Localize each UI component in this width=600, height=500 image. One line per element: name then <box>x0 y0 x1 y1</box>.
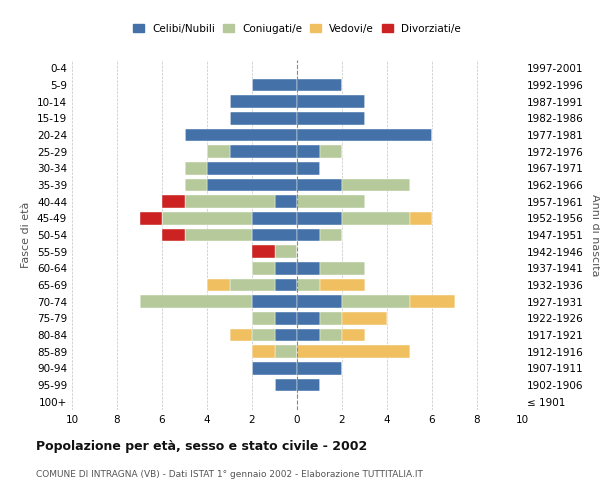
Bar <box>275 262 297 274</box>
Bar <box>297 96 365 108</box>
Bar <box>297 162 320 174</box>
Bar <box>297 146 320 158</box>
Bar <box>297 379 320 391</box>
Y-axis label: Fasce di età: Fasce di età <box>22 202 31 268</box>
Bar <box>207 279 229 291</box>
Text: COMUNE DI INTRAGNA (VB) - Dati ISTAT 1° gennaio 2002 - Elaborazione TUTTITALIA.I: COMUNE DI INTRAGNA (VB) - Dati ISTAT 1° … <box>36 470 423 479</box>
Bar <box>252 229 297 241</box>
Bar <box>320 262 365 274</box>
Bar <box>297 279 320 291</box>
Bar <box>185 196 275 208</box>
Bar <box>229 146 297 158</box>
Bar <box>297 128 432 141</box>
Bar <box>342 329 365 341</box>
Bar <box>185 229 252 241</box>
Bar <box>207 179 297 191</box>
Bar <box>297 212 342 224</box>
Bar <box>252 262 275 274</box>
Bar <box>297 229 320 241</box>
Bar <box>252 312 275 324</box>
Bar <box>275 312 297 324</box>
Bar <box>275 379 297 391</box>
Bar <box>297 262 320 274</box>
Bar <box>320 146 342 158</box>
Bar <box>185 128 297 141</box>
Bar <box>275 246 297 258</box>
Bar <box>297 362 342 374</box>
Bar <box>297 329 320 341</box>
Bar <box>320 279 365 291</box>
Y-axis label: Anni di nascita: Anni di nascita <box>590 194 600 276</box>
Bar <box>185 162 207 174</box>
Bar <box>320 329 342 341</box>
Text: Popolazione per età, sesso e stato civile - 2002: Popolazione per età, sesso e stato civil… <box>36 440 367 453</box>
Bar <box>207 162 297 174</box>
Bar <box>275 279 297 291</box>
Bar <box>320 229 342 241</box>
Bar <box>185 179 207 191</box>
Bar <box>229 112 297 124</box>
Bar <box>139 212 162 224</box>
Bar <box>320 312 342 324</box>
Bar <box>252 212 297 224</box>
Bar <box>139 296 252 308</box>
Bar <box>342 296 409 308</box>
Bar <box>297 112 365 124</box>
Bar <box>342 312 387 324</box>
Bar <box>252 362 297 374</box>
Bar <box>207 146 229 158</box>
Bar <box>409 212 432 224</box>
Bar <box>162 196 185 208</box>
Bar <box>409 296 455 308</box>
Bar <box>297 196 365 208</box>
Bar <box>275 329 297 341</box>
Bar <box>297 346 409 358</box>
Bar <box>342 179 409 191</box>
Bar <box>229 279 275 291</box>
Bar <box>252 346 275 358</box>
Bar <box>275 346 297 358</box>
Bar <box>297 312 320 324</box>
Bar <box>297 78 342 91</box>
Bar <box>297 179 342 191</box>
Bar <box>252 78 297 91</box>
Bar <box>162 229 185 241</box>
Bar <box>252 296 297 308</box>
Bar <box>229 329 252 341</box>
Bar <box>162 212 252 224</box>
Legend: Celibi/Nubili, Coniugati/e, Vedovi/e, Divorziati/e: Celibi/Nubili, Coniugati/e, Vedovi/e, Di… <box>129 20 465 38</box>
Bar <box>229 96 297 108</box>
Bar <box>252 329 275 341</box>
Bar <box>342 212 409 224</box>
Bar <box>297 296 342 308</box>
Bar <box>275 196 297 208</box>
Bar <box>252 246 275 258</box>
